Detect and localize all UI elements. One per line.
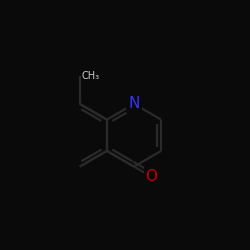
Text: O: O (146, 169, 158, 184)
Text: CH₃: CH₃ (82, 71, 100, 81)
Text: N: N (128, 96, 140, 112)
